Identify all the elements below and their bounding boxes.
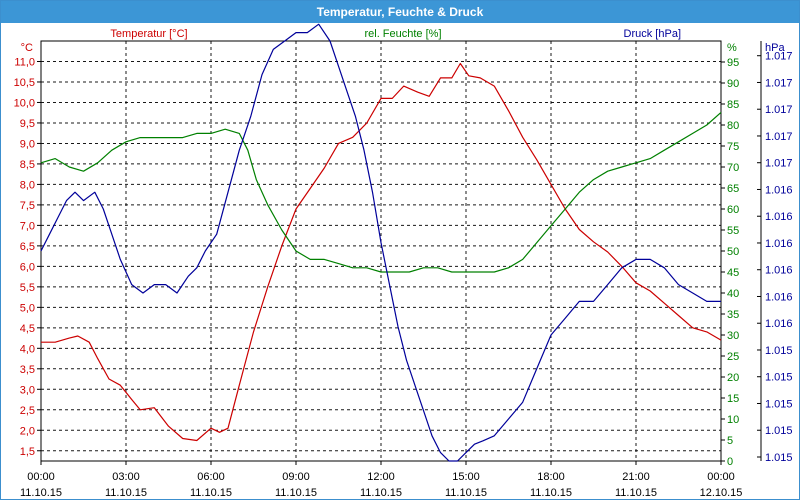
time-tick-label: 15:00: [452, 471, 480, 483]
temperature-tick-label: 11,0: [14, 56, 35, 68]
time-tick-label: 09:00: [282, 471, 310, 483]
temperature-tick-label: 9,5: [20, 118, 35, 130]
date-tick-label: 11.10.15: [105, 487, 147, 499]
pressure-axis: 1.015 1.015 1.015 1.015 1.015 1.016 1.016 1.016…: [757, 41, 793, 464]
pressure-tick-label: 1.017: [765, 51, 793, 63]
humidity-tick-label: 95: [727, 57, 739, 69]
window-title: Temperatur, Feuchte & Druck: [1, 1, 799, 23]
temperature-tick-label: 9,0: [20, 138, 35, 150]
date-tick-label: 11.10.15: [615, 487, 657, 499]
humidity-tick-label: 85: [727, 99, 739, 111]
time-axis: 00:00 11.10.15 03:00 11.10.15 06:00 11.10.15 0…: [20, 461, 742, 499]
date-tick-label: 11.10.15: [360, 487, 402, 499]
date-tick-label: 11.10.15: [275, 487, 317, 499]
temperature-tick-label: 8,0: [20, 179, 35, 191]
humidity-tick-label: 65: [727, 183, 739, 195]
humidity-axis: 0 5 10 15 20 25 30 35 40 45 50 55 60 65 70 75 80 85 90 95: [721, 57, 739, 468]
time-tick-label: 00:00: [707, 471, 735, 483]
pressure-tick-label: 1.016: [765, 265, 793, 277]
humidity-tick-label: 35: [727, 309, 739, 321]
pressure-tick-label: 1.016: [765, 291, 793, 303]
pressure-tick-label: 1.016: [765, 184, 793, 196]
date-tick-label: 12.10.15: [700, 487, 743, 499]
humidity-tick-label: 25: [727, 351, 739, 363]
humidity-axis-label: rel. Feuchte [%]: [364, 28, 441, 40]
humidity-unit-label: %: [727, 42, 737, 54]
time-tick-label: 00:00: [27, 471, 55, 483]
grid: [41, 41, 721, 461]
temperature-tick-label: 7,5: [20, 200, 35, 212]
pressure-axis-label: Druck [hPa]: [624, 28, 681, 40]
temperature-tick-label: 8,5: [20, 159, 35, 171]
humidity-tick-label: 60: [727, 204, 739, 216]
pressure-tick-label: 1.016: [765, 211, 793, 223]
temperature-tick-label: 3,0: [20, 384, 35, 396]
temperature-axis-label: Temperatur [°C]: [110, 28, 187, 40]
humidity-tick-label: 50: [727, 246, 739, 258]
time-tick-label: 18:00: [537, 471, 565, 483]
humidity-tick-label: 55: [727, 225, 739, 237]
temperature-tick-label: 4,0: [20, 343, 35, 355]
temperature-tick-label: 1,5: [20, 446, 35, 458]
temperature-tick-label: 6,0: [20, 261, 35, 273]
humidity-tick-label: 80: [727, 120, 739, 132]
temperature-tick-label: 10,5: [14, 77, 35, 89]
pressure-unit-label: hPa: [765, 42, 785, 54]
temperature-tick-label: 3,5: [20, 364, 35, 376]
humidity-tick-label: 5: [727, 435, 733, 447]
humidity-tick-label: 90: [727, 78, 739, 90]
date-tick-label: 11.10.15: [530, 487, 572, 499]
humidity-tick-label: 45: [727, 267, 739, 279]
humidity-tick-label: 40: [727, 288, 739, 300]
series-layer: [40, 23, 722, 462]
temperature-unit-label: °C: [21, 42, 33, 54]
pressure-tick-label: 1.017: [765, 77, 793, 89]
temperature-line: [41, 62, 722, 442]
temperature-axis: 1,5 2,0 2,5 3,0 3,5 4,0 4,5 5,0 5,5 6,0 6,5 7,0 7,5 8…: [14, 56, 41, 458]
pressure-tick-label: 1.015: [765, 398, 793, 410]
time-tick-label: 03:00: [112, 471, 140, 483]
pressure-tick-label: 1.016: [765, 238, 793, 250]
temperature-tick-label: 10,0: [14, 97, 35, 109]
line-chart: 1,5 2,0 2,5 3,0 3,5 4,0 4,5 5,0 5,5 6,0 6,5 7,0 7,5 8…: [14, 23, 793, 499]
pressure-tick-label: 1.015: [765, 452, 793, 464]
humidity-tick-label: 0: [727, 456, 733, 468]
pressure-tick-label: 1.015: [765, 345, 793, 357]
pressure-tick-label: 1.017: [765, 131, 793, 143]
temperature-tick-label: 7,0: [20, 220, 35, 232]
date-tick-label: 11.10.15: [445, 487, 487, 499]
date-tick-label: 11.10.15: [190, 487, 232, 499]
temperature-tick-label: 5,5: [20, 282, 35, 294]
humidity-tick-label: 15: [727, 393, 739, 405]
temperature-tick-label: 2,0: [20, 425, 35, 437]
humidity-tick-label: 75: [727, 141, 739, 153]
temperature-tick-label: 2,5: [20, 405, 35, 417]
temperature-tick-label: 6,5: [20, 241, 35, 253]
pressure-tick-label: 1.015: [765, 425, 793, 437]
humidity-tick-label: 30: [727, 330, 739, 342]
pressure-tick-label: 1.017: [765, 104, 793, 116]
humidity-tick-label: 70: [727, 162, 739, 174]
pressure-line: [40, 23, 721, 462]
date-tick-label: 11.10.15: [20, 487, 62, 499]
pressure-tick-label: 1.016: [765, 318, 793, 330]
humidity-tick-label: 20: [727, 372, 739, 384]
humidity-tick-label: 10: [727, 414, 739, 426]
time-tick-label: 21:00: [622, 471, 650, 483]
pressure-tick-label: 1.017: [765, 158, 793, 170]
time-tick-label: 12:00: [367, 471, 395, 483]
pressure-tick-label: 1.015: [765, 372, 793, 384]
temperature-tick-label: 5,0: [20, 302, 35, 314]
time-tick-label: 06:00: [197, 471, 225, 483]
temperature-tick-label: 4,5: [20, 323, 35, 335]
humidity-line: [40, 111, 722, 273]
